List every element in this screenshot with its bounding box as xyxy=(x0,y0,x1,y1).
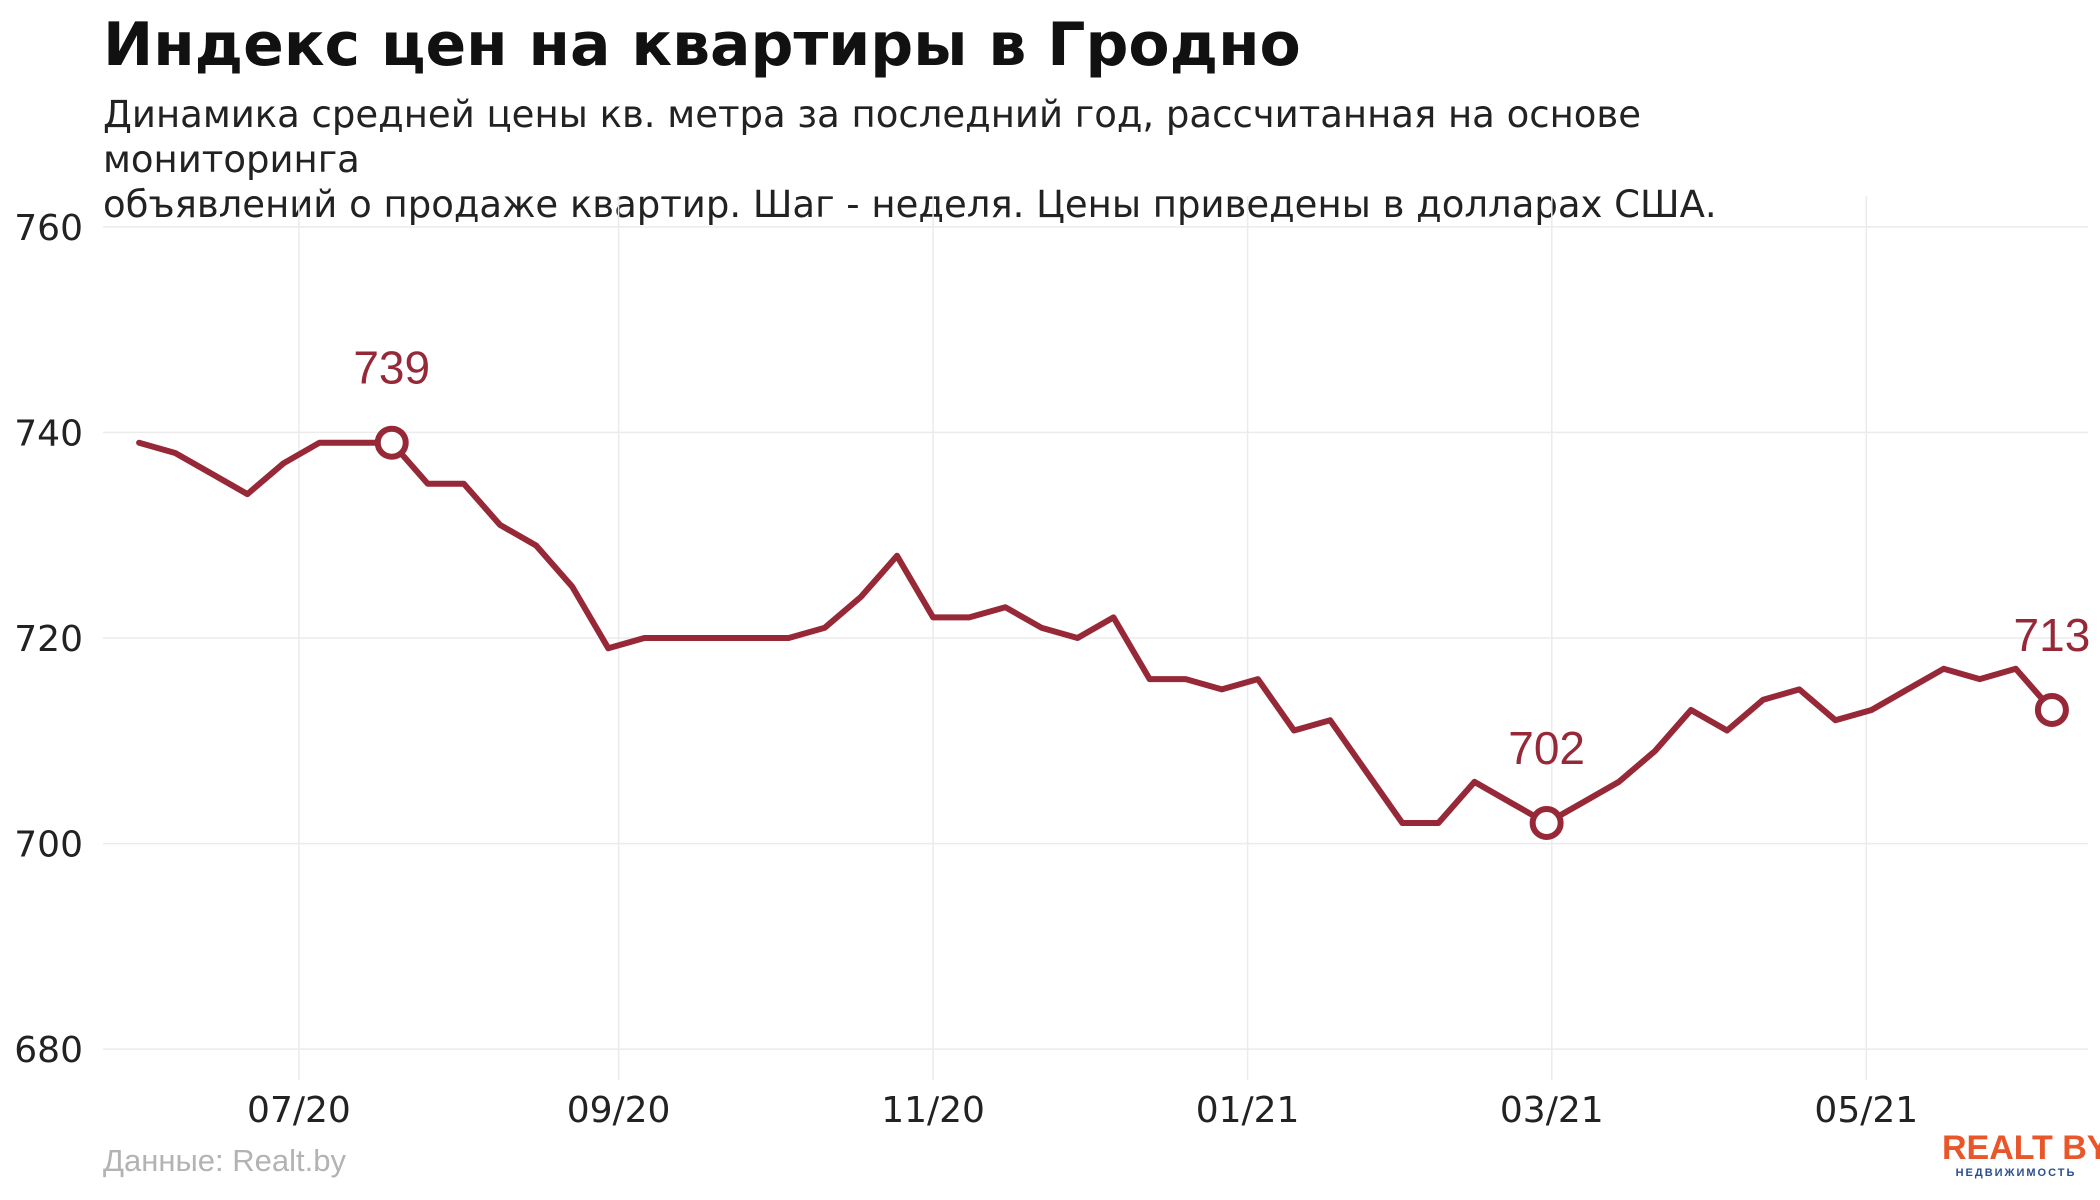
chart-subtitle: Динамика средней цены кв. метра за после… xyxy=(103,92,1903,227)
x-tick-label-03/21: 03/21 xyxy=(1500,1090,1604,1131)
subtitle-line-2: объявлений о продаже квартир. Шаг - неде… xyxy=(103,183,1717,226)
x-tick-label-07/20: 07/20 xyxy=(247,1090,351,1131)
value-label-702: 702 xyxy=(1508,722,1585,774)
axis-tick-labels: 680 700 720 740 760 07/20 09/20 11/20 01/21 03/21… xyxy=(14,208,1918,1131)
y-tick-label-760: 760 xyxy=(14,208,83,249)
y-tick-label-680: 680 xyxy=(14,1030,83,1071)
logo-main-text: REALT BY xyxy=(1942,1129,2100,1167)
x-tick-label-05/21: 05/21 xyxy=(1814,1090,1918,1131)
y-tick-label-740: 740 xyxy=(14,413,83,454)
logo-sub-text: НЕДВИЖИМОСТЬ xyxy=(1955,1167,2077,1179)
series-layer xyxy=(136,439,2055,826)
marker-point-702 xyxy=(1529,806,1564,841)
marker-point-739 xyxy=(374,425,409,460)
grid-lines xyxy=(103,196,2088,1080)
y-tick-label-720: 720 xyxy=(14,619,83,660)
annotations-layer: 739 702 713 xyxy=(353,342,2091,841)
price-series-line xyxy=(136,439,2055,826)
subtitle-line-1: Динамика средней цены кв. метра за после… xyxy=(103,93,1641,181)
value-label-739: 739 xyxy=(353,342,430,394)
chart-title: Индекс цен на квартиры в Гродно xyxy=(103,10,1301,80)
x-tick-label-11/20: 11/20 xyxy=(881,1090,985,1131)
x-tick-label-01/21: 01/21 xyxy=(1196,1090,1300,1131)
marker-point-713 xyxy=(2034,692,2069,727)
realt-by-logo[interactable]: REALT BY НЕДВИЖИМОСТЬ xyxy=(1942,1129,2100,1180)
data-source-note: Данные: Realt.by xyxy=(103,1143,346,1178)
y-tick-label-700: 700 xyxy=(14,825,83,866)
value-label-713: 713 xyxy=(2014,609,2091,661)
x-tick-label-09/20: 09/20 xyxy=(567,1090,671,1131)
